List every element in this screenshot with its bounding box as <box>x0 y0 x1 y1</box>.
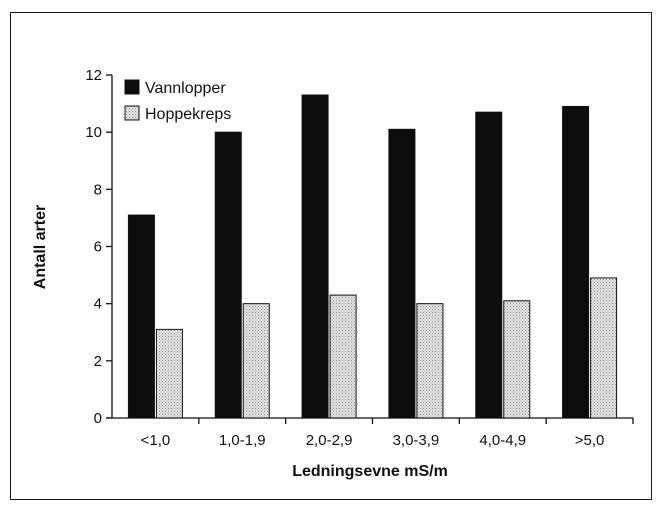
x-tick-label: <1,0 <box>141 432 171 449</box>
legend-label-hoppekreps: Hoppekreps <box>145 106 231 123</box>
x-tick-label: >5,0 <box>575 432 605 449</box>
bar-vannlopper <box>214 131 242 419</box>
x-tick-label: 4,0-4,9 <box>479 432 526 449</box>
x-tick-label: 2,0-2,9 <box>306 432 353 449</box>
y-tick-label: 8 <box>94 181 102 198</box>
legend-swatch-vannlopper <box>124 79 140 95</box>
chart-frame <box>10 12 652 500</box>
y-tick-label: 0 <box>94 410 102 427</box>
bar-hoppekreps <box>590 277 618 419</box>
y-axis: 0 2 4 6 8 10 12 <box>85 67 113 427</box>
legend-swatch-hoppekreps <box>124 105 140 121</box>
bar-vannlopper <box>562 105 590 419</box>
y-tick-label: 12 <box>85 67 102 84</box>
y-tick-label: 10 <box>85 124 102 141</box>
bar-vannlopper <box>475 111 503 419</box>
legend: Vannlopper Hoppekreps <box>124 79 231 123</box>
bar-hoppekreps <box>416 303 444 419</box>
x-axis-title: Ledningsevne mS/m <box>292 463 448 480</box>
bar-vannlopper <box>127 214 155 419</box>
x-tick-label: 3,0-3,9 <box>393 432 440 449</box>
bar-hoppekreps <box>329 294 357 419</box>
legend-label-vannlopper: Vannlopper <box>145 80 226 97</box>
x-axis: <1,0 1,0-1,9 2,0-2,9 3,0-3,9 4,0-4,9 >5,0 <box>106 417 634 449</box>
y-tick-label: 2 <box>94 353 102 370</box>
x-tick-label: 1,0-1,9 <box>219 432 266 449</box>
y-tick-label: 6 <box>94 239 102 256</box>
y-tick-label: 4 <box>94 296 102 313</box>
bar-vannlopper <box>301 94 329 419</box>
bar-vannlopper <box>388 128 416 419</box>
bar-hoppekreps <box>503 300 531 419</box>
bar-hoppekreps <box>155 328 183 419</box>
y-axis-title: Antall arter <box>32 205 49 289</box>
bar-hoppekreps <box>242 303 270 419</box>
bars <box>127 94 618 419</box>
